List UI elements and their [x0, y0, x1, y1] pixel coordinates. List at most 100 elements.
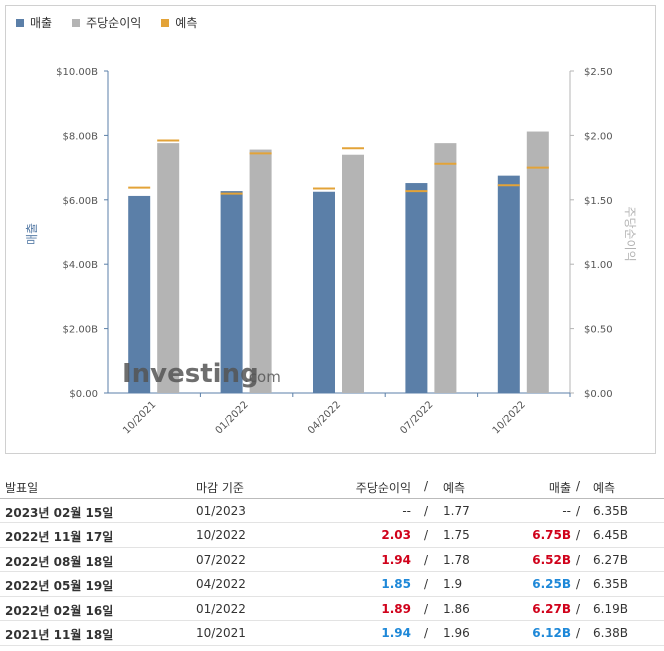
left-tick-label: $0.00 [69, 389, 98, 400]
row-slash-1: / [424, 577, 429, 591]
x-tick-label: 10/2021 [121, 399, 158, 436]
x-tick-label: 07/2022 [398, 399, 435, 436]
table-row: 2022년 02월 16일 01/2022 1.89 / 1.86 6.27B / 6.19B [0, 597, 664, 621]
row-eps-forecast: 1.77 [443, 503, 470, 518]
row-eps: 1.85 [381, 577, 411, 591]
row-revenue-forecast: 6.19B [593, 601, 628, 616]
row-slash-1: / [424, 528, 429, 542]
header-eps[interactable]: 주당순이익 [355, 481, 411, 495]
chart-legend: 매출 주당순이익 예측 [16, 14, 197, 31]
bar-eps [526, 131, 549, 393]
legend-item-revenue[interactable]: 매출 [16, 14, 52, 31]
bar-revenue [497, 175, 520, 393]
row-slash-2: / [576, 577, 581, 591]
row-revenue-forecast: 6.38B [593, 626, 628, 640]
row-eps: 1.94 [381, 552, 411, 567]
table-header-row: 발표일 마감 기준 주당순이익 / 예측 매출 / 예측 [0, 474, 664, 499]
row-period: 04/2022 [196, 577, 246, 591]
header-period[interactable]: 마감 기준 [196, 481, 244, 495]
bar-revenue [405, 183, 428, 393]
row-revenue: 6.25B [532, 577, 571, 591]
left-tick-label: $2.00B [63, 325, 99, 336]
row-revenue: -- [562, 503, 571, 518]
right-tick-label: $1.00 [584, 260, 613, 271]
header-slash-2: / [576, 479, 581, 493]
left-tick-label: $4.00B [63, 260, 99, 271]
legend-swatch-forecast [161, 18, 170, 27]
row-slash-2: / [576, 601, 581, 616]
table-row: 2023년 02월 15일 01/2023 -- / 1.77 -- / 6.35B [0, 499, 664, 523]
table-row: 2021년 11월 18일 10/2021 1.94 / 1.96 6.12B / 6.38B [0, 621, 664, 646]
bar-revenue [128, 195, 151, 393]
row-eps: 1.89 [381, 601, 411, 616]
row-date: 2022년 02월 16일 [5, 603, 114, 618]
earnings-table: 발표일 마감 기준 주당순이익 / 예측 매출 / 예측 2023년 02월 1… [0, 474, 664, 646]
legend-item-forecast[interactable]: 예측 [161, 14, 197, 31]
row-revenue: 6.52B [532, 552, 571, 567]
legend-label-revenue: 매출 [30, 16, 53, 30]
earnings-chart-panel: 매출 주당순이익 예측 $0.00 $2.00B $4.00B $6.00B $8.00… [5, 5, 656, 454]
investing-logo: Investing [122, 359, 259, 389]
legend-item-eps[interactable]: 주당순이익 [72, 14, 141, 31]
header-eps-forecast[interactable]: 예측 [443, 481, 466, 495]
bar-eps [249, 149, 272, 393]
table-row: 2022년 05월 19일 04/2022 1.85 / 1.9 6.25B / 6.35B [0, 572, 664, 597]
row-revenue: 6.12B [532, 626, 571, 640]
row-revenue-forecast: 6.27B [593, 552, 628, 567]
row-period: 10/2021 [196, 626, 246, 640]
x-tick-label: 10/2022 [491, 399, 528, 436]
row-period: 01/2023 [196, 503, 246, 518]
legend-label-eps: 주당순이익 [86, 16, 142, 30]
right-tick-label: $2.00 [584, 131, 613, 142]
header-date[interactable]: 발표일 [5, 481, 39, 495]
row-date: 2021년 11월 18일 [5, 628, 114, 642]
table-row: 2022년 08월 18일 07/2022 1.94 / 1.78 6.52B / 6.27B [0, 548, 664, 572]
row-eps-forecast: 1.96 [443, 626, 470, 640]
row-period: 01/2022 [196, 601, 246, 616]
left-tick-label: $10.00B [56, 67, 98, 78]
bar-revenue [313, 191, 335, 393]
investing-logo-suffix: .com [244, 368, 281, 386]
table-row: 2022년 11월 17일 10/2022 2.03 / 1.75 6.75B / 6.45B [0, 523, 664, 548]
row-eps-forecast: 1.75 [443, 528, 470, 542]
row-slash-1: / [424, 552, 429, 567]
row-date: 2022년 11월 17일 [5, 530, 114, 544]
row-revenue-forecast: 6.35B [593, 503, 628, 518]
legend-swatch-revenue [16, 18, 24, 27]
row-eps: 2.03 [381, 528, 411, 542]
row-date: 2022년 08월 18일 [5, 554, 114, 569]
bar-eps [157, 143, 180, 393]
row-eps: -- [402, 503, 411, 518]
row-slash-2: / [576, 626, 581, 640]
left-tick-label: $8.00B [63, 131, 99, 142]
bar-eps [342, 154, 364, 393]
row-slash-2: / [576, 528, 581, 542]
row-slash-1: / [424, 626, 429, 640]
row-slash-1: / [424, 503, 429, 518]
left-tick-label: $6.00B [63, 196, 99, 207]
legend-label-forecast: 예측 [175, 16, 198, 30]
right-tick-label: $0.50 [584, 325, 613, 336]
row-eps-forecast: 1.86 [443, 601, 470, 616]
header-revenue-forecast[interactable]: 예측 [593, 481, 616, 495]
header-revenue[interactable]: 매출 [548, 481, 571, 495]
row-revenue-forecast: 6.35B [593, 577, 628, 591]
legend-swatch-eps [72, 18, 81, 27]
bar-eps [434, 143, 457, 393]
left-axis-title: 매출 [25, 223, 39, 245]
row-revenue: 6.75B [532, 528, 571, 542]
header-slash-1: / [424, 479, 429, 493]
right-tick-label: $0.00 [584, 389, 613, 400]
row-revenue-forecast: 6.45B [593, 528, 628, 542]
row-eps: 1.94 [381, 626, 411, 640]
x-tick-label: 04/2022 [306, 399, 343, 436]
row-period: 10/2022 [196, 528, 246, 542]
row-revenue: 6.27B [532, 601, 571, 616]
right-tick-label: $2.50 [584, 67, 613, 78]
chart-svg: $0.00 $2.00B $4.00B $6.00B $8.00B $10.00B $0.0… [25, 67, 637, 436]
bar-revenue [220, 191, 243, 393]
x-tick-label: 01/2022 [214, 399, 251, 436]
right-tick-label: $1.50 [584, 196, 613, 207]
row-slash-2: / [576, 503, 581, 518]
row-date: 2023년 02월 15일 [5, 505, 114, 520]
